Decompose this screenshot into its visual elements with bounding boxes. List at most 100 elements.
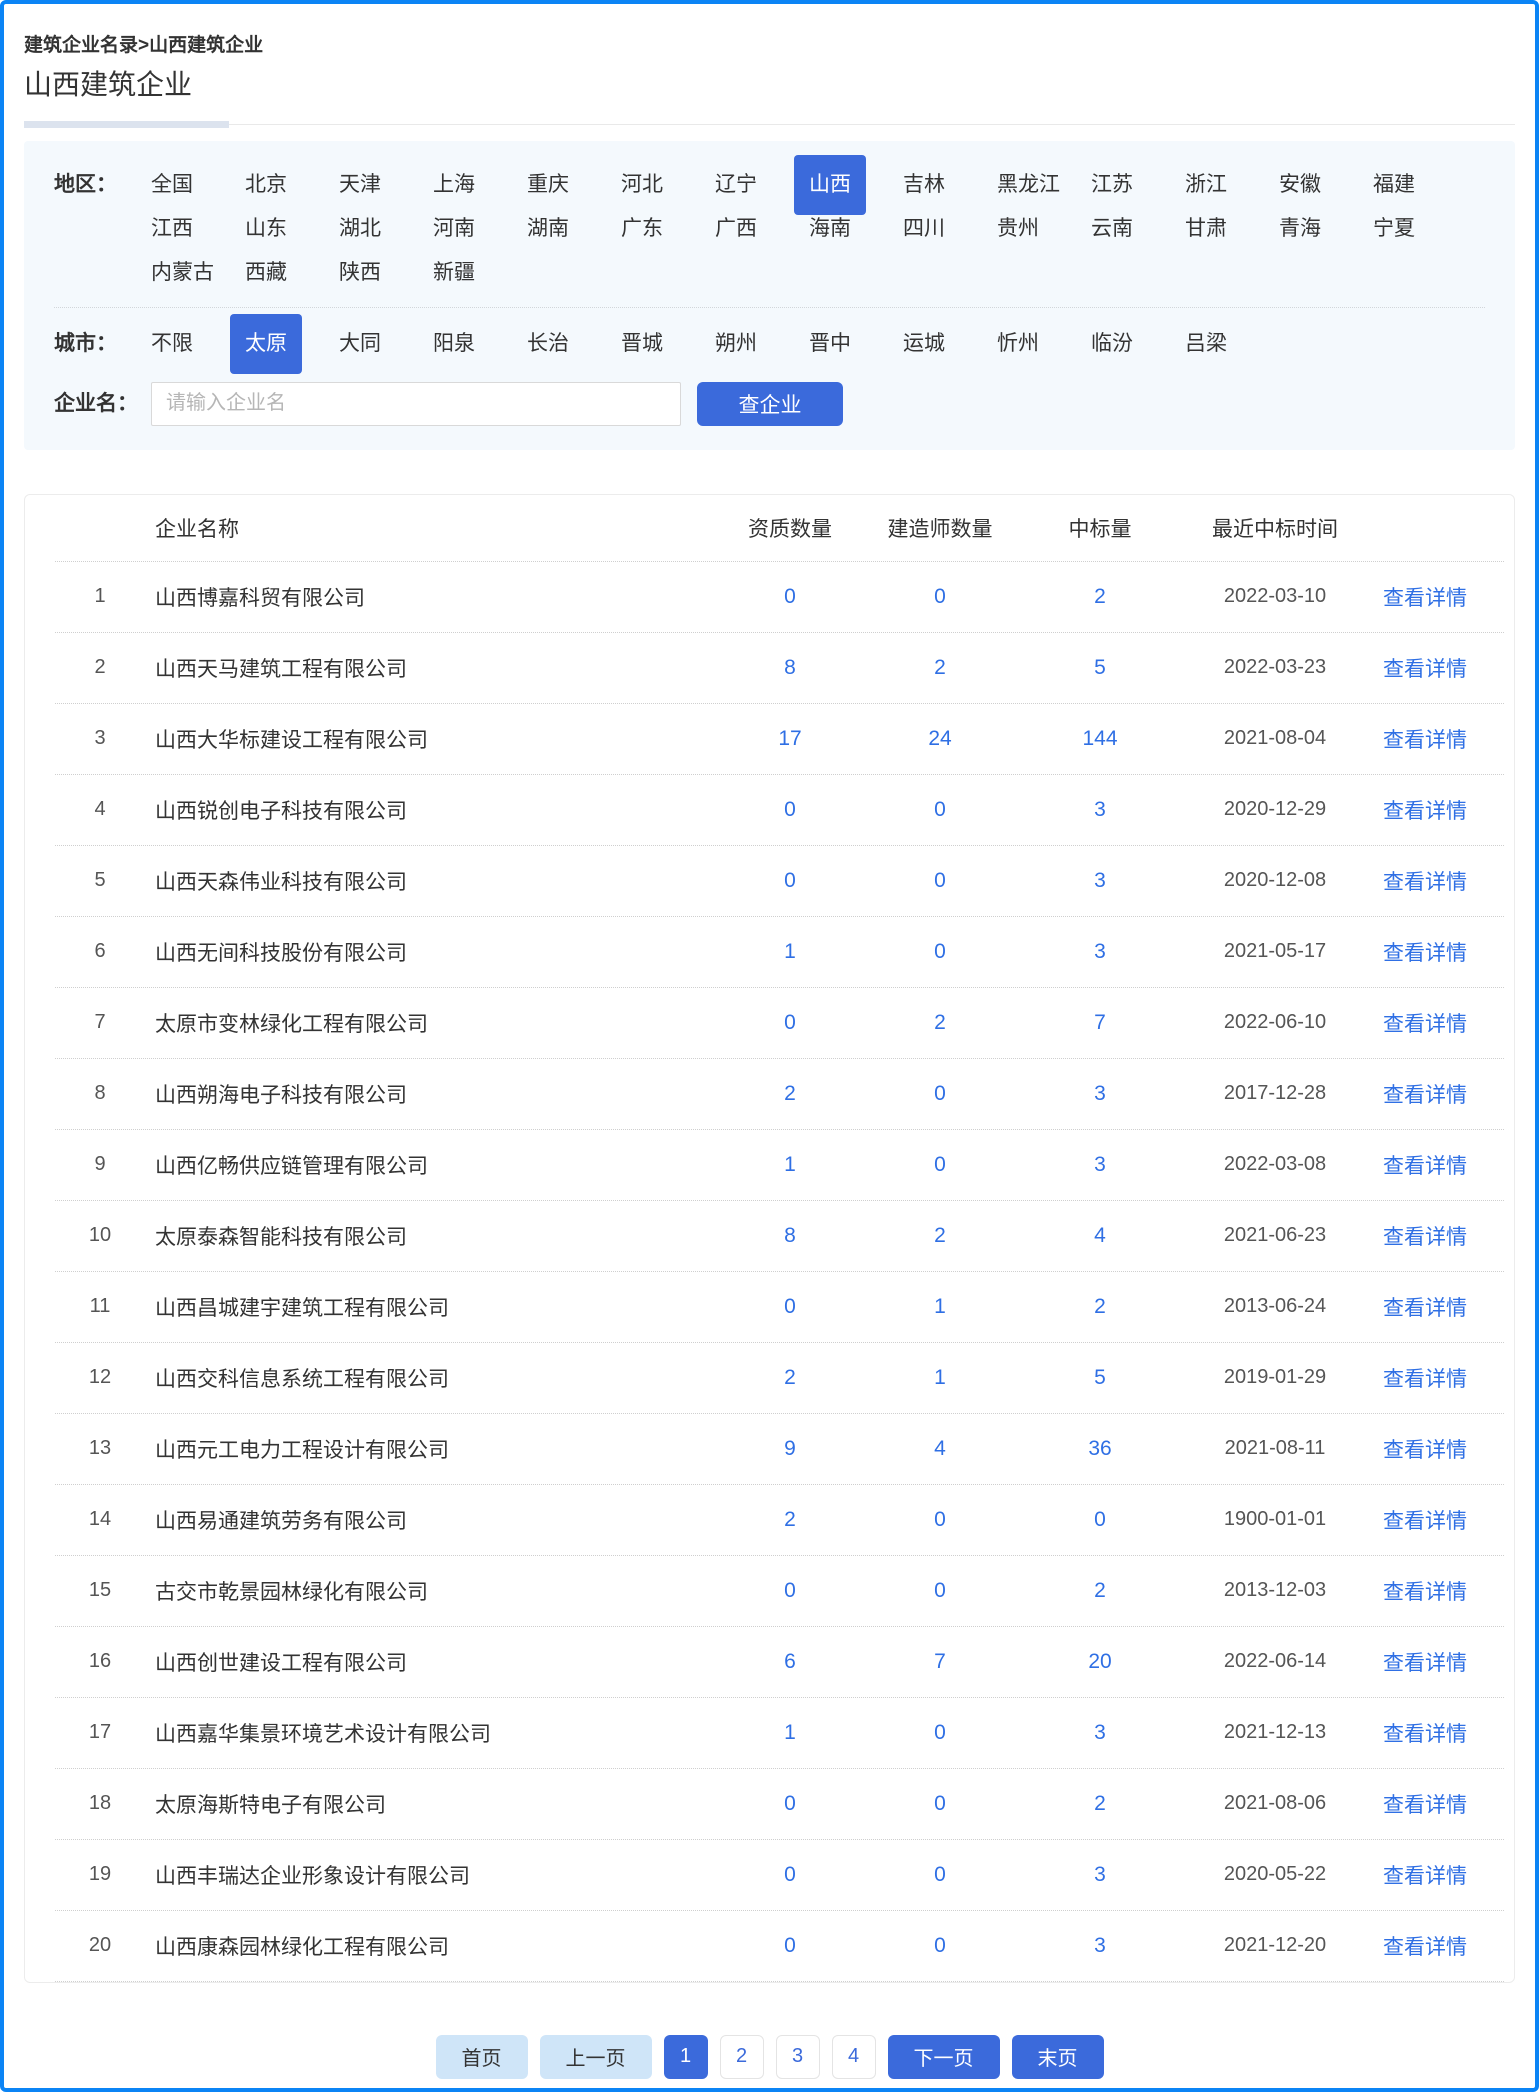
city-item[interactable]: 长治 — [527, 322, 621, 366]
detail-link[interactable]: 查看详情 — [1383, 1935, 1467, 1959]
page-first-button[interactable]: 首页 — [435, 2034, 528, 2079]
bid-count: 144 — [1082, 726, 1118, 750]
city-item[interactable]: 不限 — [151, 322, 245, 366]
builder-count: 2 — [934, 655, 946, 679]
region-item[interactable]: 内蒙古 — [151, 251, 245, 295]
region-item[interactable]: 广西 — [715, 207, 809, 251]
region-item[interactable]: 云南 — [1091, 207, 1185, 251]
detail-link[interactable]: 查看详情 — [1383, 1651, 1467, 1675]
detail-link[interactable]: 查看详情 — [1383, 1225, 1467, 1249]
page-next-button[interactable]: 下一页 — [887, 2034, 1000, 2079]
region-item[interactable]: 上海 — [433, 163, 527, 207]
region-item[interactable]: 吉林 — [903, 163, 997, 207]
region-item-label: 云南 — [1091, 216, 1133, 240]
company-name: 山西锐创电子科技有限公司 — [155, 799, 407, 823]
bid-count: 5 — [1094, 655, 1106, 679]
page-prev-button[interactable]: 上一页 — [539, 2034, 652, 2079]
region-item[interactable]: 河南 — [433, 207, 527, 251]
region-item[interactable]: 宁夏 — [1373, 207, 1467, 251]
city-item[interactable]: 吕梁 — [1185, 322, 1279, 366]
detail-link[interactable]: 查看详情 — [1383, 799, 1467, 823]
bid-count: 3 — [1094, 1862, 1106, 1886]
detail-link[interactable]: 查看详情 — [1383, 1722, 1467, 1746]
city-item[interactable]: 晋中 — [809, 322, 903, 366]
company-name-input[interactable] — [151, 381, 681, 426]
detail-link[interactable]: 查看详情 — [1383, 1793, 1467, 1817]
page-2-button[interactable]: 2 — [719, 2034, 764, 2079]
detail-link[interactable]: 查看详情 — [1383, 1083, 1467, 1107]
detail-cell: 查看详情 — [1365, 1931, 1504, 1961]
region-item[interactable]: 河北 — [621, 163, 715, 207]
bid-count: 2 — [1094, 1294, 1106, 1318]
bid-count: 4 — [1094, 1223, 1106, 1247]
region-item[interactable]: 辽宁 — [715, 163, 809, 207]
detail-link[interactable]: 查看详情 — [1383, 1154, 1467, 1178]
last-bid-date: 2022-03-23 — [1223, 656, 1327, 679]
city-item[interactable]: 朔州 — [715, 322, 809, 366]
last-bid-date: 2021-08-04 — [1223, 727, 1327, 750]
region-item[interactable]: 湖北 — [339, 207, 433, 251]
city-item-selected[interactable]: 太原 — [230, 313, 339, 374]
region-item[interactable]: 天津 — [339, 163, 433, 207]
detail-link[interactable]: 查看详情 — [1383, 941, 1467, 965]
page-1-button[interactable]: 1 — [663, 2034, 708, 2079]
city-item[interactable]: 大同 — [339, 322, 433, 366]
region-item[interactable]: 浙江 — [1185, 163, 1279, 207]
qualification-count: 0 — [784, 1010, 796, 1034]
search-company-button[interactable]: 查企业 — [697, 381, 843, 426]
detail-link[interactable]: 查看详情 — [1383, 586, 1467, 610]
detail-link[interactable]: 查看详情 — [1383, 870, 1467, 894]
region-item-label: 江西 — [151, 216, 193, 240]
region-item[interactable]: 甘肃 — [1185, 207, 1279, 251]
qualification-count: 0 — [784, 797, 796, 821]
region-item-selected[interactable]: 山西 — [794, 154, 903, 215]
region-item[interactable]: 青海 — [1279, 207, 1373, 251]
detail-link[interactable]: 查看详情 — [1383, 1438, 1467, 1462]
region-item[interactable]: 江西 — [151, 207, 245, 251]
region-item[interactable]: 广东 — [621, 207, 715, 251]
breadcrumb[interactable]: 建筑企业名录>山西建筑企业 — [24, 35, 264, 56]
table-row: 11 山西昌城建宇建筑工程有限公司 0 1 2 2013-06-24 查看详情 — [55, 1272, 1504, 1343]
company-name: 山西创世建设工程有限公司 — [155, 1651, 407, 1675]
detail-link[interactable]: 查看详情 — [1383, 1509, 1467, 1533]
qualification-count: 1 — [784, 1720, 796, 1744]
detail-cell: 查看详情 — [1365, 1221, 1504, 1251]
city-item[interactable]: 阳泉 — [433, 322, 527, 366]
detail-link[interactable]: 查看详情 — [1383, 1296, 1467, 1320]
region-item[interactable]: 安徽 — [1279, 163, 1373, 207]
region-item[interactable]: 江苏 — [1091, 163, 1185, 207]
region-item[interactable]: 黑龙江 — [997, 163, 1091, 207]
detail-cell: 查看详情 — [1365, 1860, 1504, 1890]
region-item[interactable]: 山东 — [245, 207, 339, 251]
region-item[interactable]: 海南 — [809, 207, 903, 251]
region-item[interactable]: 北京 — [245, 163, 339, 207]
detail-link[interactable]: 查看详情 — [1383, 728, 1467, 752]
city-item[interactable]: 运城 — [903, 322, 997, 366]
page-4-button[interactable]: 4 — [831, 2034, 876, 2079]
page-3-button[interactable]: 3 — [775, 2034, 820, 2079]
detail-link[interactable]: 查看详情 — [1383, 657, 1467, 681]
region-item[interactable]: 贵州 — [997, 207, 1091, 251]
company-name: 山西元工电力工程设计有限公司 — [155, 1438, 449, 1462]
region-item[interactable]: 陕西 — [339, 251, 433, 295]
city-item[interactable]: 临汾 — [1091, 322, 1185, 366]
company-name: 山西大华标建设工程有限公司 — [155, 728, 428, 752]
city-item-label: 忻州 — [997, 331, 1039, 355]
region-item[interactable]: 全国 — [151, 163, 245, 207]
detail-link[interactable]: 查看详情 — [1383, 1864, 1467, 1888]
detail-link[interactable]: 查看详情 — [1383, 1012, 1467, 1036]
detail-link[interactable]: 查看详情 — [1383, 1367, 1467, 1391]
region-item[interactable]: 西藏 — [245, 251, 339, 295]
region-item[interactable]: 湖南 — [527, 207, 621, 251]
city-item[interactable]: 晋城 — [621, 322, 715, 366]
region-item[interactable]: 新疆 — [433, 251, 527, 295]
region-item[interactable]: 福建 — [1373, 163, 1467, 207]
detail-link[interactable]: 查看详情 — [1383, 1580, 1467, 1604]
page-last-button[interactable]: 末页 — [1011, 2034, 1104, 2079]
region-item[interactable]: 重庆 — [527, 163, 621, 207]
region-item[interactable]: 四川 — [903, 207, 997, 251]
builder-count: 4 — [934, 1436, 946, 1460]
table-row: 1 山西博嘉科贸有限公司 0 0 2 2022-03-10 查看详情 — [55, 562, 1504, 633]
city-item[interactable]: 忻州 — [997, 322, 1091, 366]
last-bid-date: 2022-03-08 — [1223, 1153, 1327, 1176]
